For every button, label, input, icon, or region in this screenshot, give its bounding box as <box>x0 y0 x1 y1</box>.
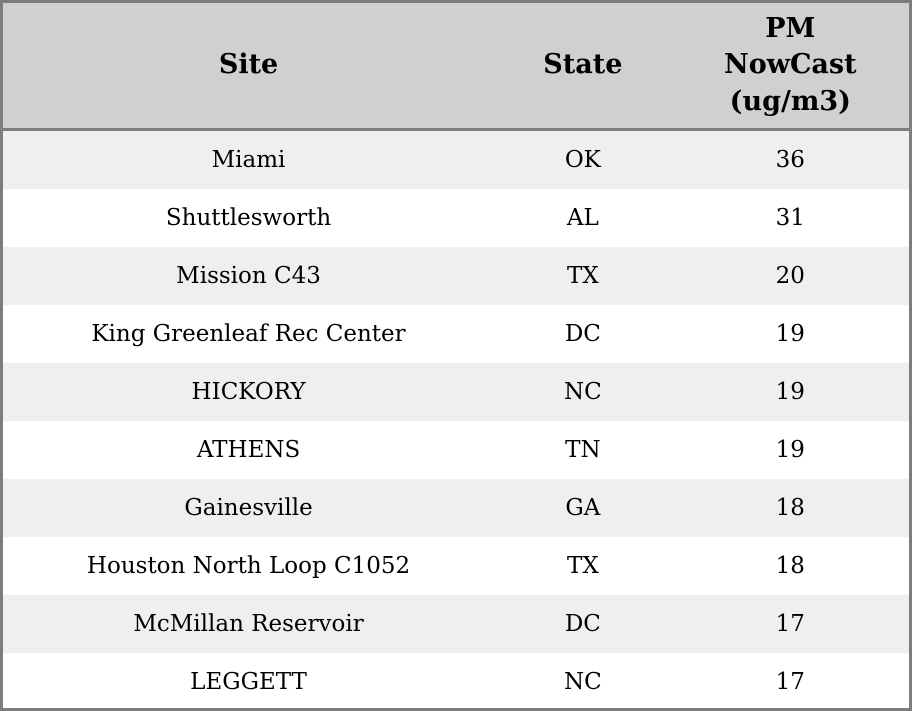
table-row: Mission C43 TX 20 <box>3 247 909 305</box>
column-header-site-label: Site <box>218 49 279 81</box>
table-row: Gainesville GA 18 <box>3 479 909 537</box>
table-row: McMillan Reservoir DC 17 <box>3 595 909 653</box>
cell-state: AL <box>566 205 599 231</box>
cell-state: TN <box>565 437 601 463</box>
cell-state: OK <box>564 147 601 173</box>
cell-site: Shuttlesworth <box>165 205 332 231</box>
cell-pm-nowcast: 17 <box>775 611 805 637</box>
cell-pm-nowcast: 19 <box>775 379 805 405</box>
header-row: Site State PM NowCast (ug/m3) <box>3 3 909 131</box>
cell-state: NC <box>563 669 602 695</box>
cell-site: Mission C43 <box>176 263 321 289</box>
cell-pm-nowcast: 20 <box>775 263 805 289</box>
cell-pm-nowcast: 31 <box>775 205 805 231</box>
table-row: Shuttlesworth AL 31 <box>3 189 909 247</box>
cell-state: DC <box>564 321 601 347</box>
column-header-pm-nowcast: PM NowCast (ug/m3) <box>671 3 909 131</box>
cell-state: DC <box>564 611 601 637</box>
cell-state: TX <box>566 263 599 289</box>
table-row: ATHENS TN 19 <box>3 421 909 479</box>
table-row: Houston North Loop C1052 TX 18 <box>3 537 909 595</box>
pm-header-line-1: PM <box>765 12 816 44</box>
table-row: Miami OK 36 <box>3 129 909 189</box>
cell-pm-nowcast: 17 <box>775 669 805 695</box>
pm-header-line-3: (ug/m3) <box>729 85 851 117</box>
cell-site: ATHENS <box>196 437 301 463</box>
cell-state: GA <box>565 495 601 521</box>
cell-site: King Greenleaf Rec Center <box>91 321 406 347</box>
cell-pm-nowcast: 19 <box>775 321 805 347</box>
cell-state: NC <box>563 379 602 405</box>
pm-nowcast-table: Site State PM NowCast (ug/m3) Miami OK 36 S… <box>3 3 909 708</box>
table-header: Site State PM NowCast (ug/m3) <box>3 3 909 131</box>
cell-pm-nowcast: 19 <box>775 437 805 463</box>
cell-site: Houston North Loop C1052 <box>86 553 411 579</box>
cell-pm-nowcast: 18 <box>775 553 805 579</box>
cell-site: Gainesville <box>184 495 313 521</box>
column-header-state: State <box>494 3 672 131</box>
pm-header-line-2: NowCast <box>724 49 857 81</box>
column-header-site: Site <box>3 3 495 131</box>
column-header-state-label: State <box>543 49 623 81</box>
cell-site: LEGGETT <box>190 669 307 695</box>
cell-pm-nowcast: 18 <box>775 495 805 521</box>
table-row: HICKORY NC 19 <box>3 363 909 421</box>
table-body: Miami OK 36 Shuttlesworth AL 31 Mission C43 TX 2… <box>3 129 909 708</box>
cell-site: HICKORY <box>191 379 306 405</box>
table-row: King Greenleaf Rec Center DC 19 <box>3 305 909 363</box>
cell-site: Miami <box>211 147 286 173</box>
table-row: LEGGETT NC 17 <box>3 653 909 708</box>
cell-state: TX <box>566 553 599 579</box>
cell-pm-nowcast: 36 <box>775 147 805 173</box>
cell-site: McMillan Reservoir <box>133 611 364 637</box>
